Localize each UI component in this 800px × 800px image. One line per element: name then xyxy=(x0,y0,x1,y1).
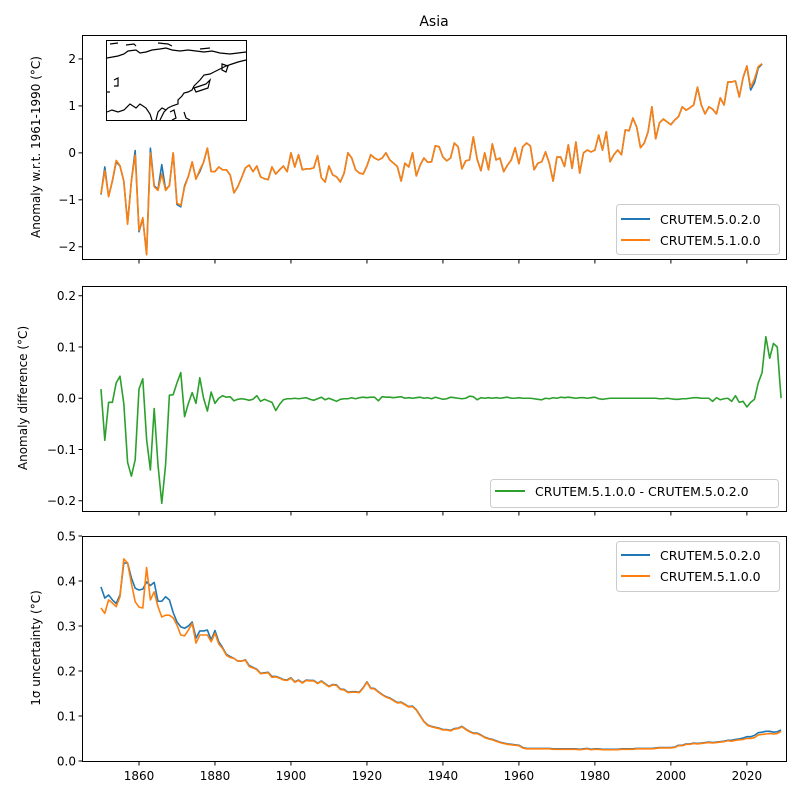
legend-label-crutem5100: CRUTEM.5.1.0.0 xyxy=(660,569,761,584)
y-tick-label: −0.1 xyxy=(47,443,76,457)
y-tick-label: 0.1 xyxy=(57,709,76,723)
y-tick-label: −1 xyxy=(58,193,76,207)
y-tick-label: 0.4 xyxy=(57,574,76,588)
legend-frame xyxy=(616,204,780,255)
y-tick-label: 0.1 xyxy=(57,340,76,354)
y-tick-label: 0.0 xyxy=(57,392,76,406)
legend-panel-3: CRUTEM.5.0.2.0 CRUTEM.5.1.0.0 xyxy=(616,541,780,592)
legend-frame xyxy=(616,541,780,592)
y-axis-label-anomaly: Anomaly w.r.t. 1961-1990 (°C) xyxy=(29,56,43,238)
series-line-uncertainty-crutem-5-1-0-0 xyxy=(100,558,782,751)
inset-map-asia xyxy=(106,40,247,121)
panel-uncertainty: 0.0 0.1 0.2 0.3 0.4 0.5 1860 1880 1900 1920 1940 19… xyxy=(57,529,787,783)
legend-panel-2: CRUTEM.5.1.0.0 - CRUTEM.5.0.2.0 xyxy=(490,479,779,508)
legend-label-crutem5100: CRUTEM.5.1.0.0 xyxy=(660,233,761,248)
x-tick-label: 1920 xyxy=(352,769,383,783)
y-axis-label-uncertainty: 1σ uncertainty (°C) xyxy=(29,590,43,706)
x-tick-label: 1980 xyxy=(580,769,611,783)
y-tick-label: 0.0 xyxy=(57,754,76,768)
y-tick-label: 0.5 xyxy=(57,529,76,543)
y-axis-label-difference: Anomaly difference (°C) xyxy=(16,326,30,470)
x-tick-label: 1960 xyxy=(504,769,535,783)
x-tick-label: 1900 xyxy=(276,769,307,783)
series-line-difference-crutem-5-1-0-0-crutem-5-0-2-0 xyxy=(100,335,782,505)
panel-anomaly: −2 −1 0 1 2 xyxy=(58,35,787,264)
x-tick-label: 2000 xyxy=(656,769,687,783)
y-tick-label: 1 xyxy=(68,99,76,113)
y-tick-label: 2 xyxy=(68,52,76,66)
legend-panel-1: CRUTEM.5.0.2.0 CRUTEM.5.1.0.0 xyxy=(616,204,780,255)
legend-label-crutem5020: CRUTEM.5.0.2.0 xyxy=(660,212,761,227)
axes-frame-difference xyxy=(82,286,787,512)
y-tick-label: 0.2 xyxy=(57,664,76,678)
chart-title: Asia xyxy=(419,14,448,30)
axes-frame-uncertainty xyxy=(82,536,787,762)
x-tick-label: 2020 xyxy=(732,769,763,783)
coastline-icon xyxy=(106,42,247,121)
series-line-anomaly-crutem-5-1-0-0 xyxy=(100,63,763,256)
legend-frame xyxy=(490,479,779,508)
x-tick-label: 1940 xyxy=(428,769,459,783)
panel-anomaly-difference: −0.2 −0.1 0.0 0.1 0.2 xyxy=(47,286,787,516)
y-tick-label: 0 xyxy=(68,146,76,160)
y-tick-label: 0.2 xyxy=(57,289,76,303)
legend-label-difference: CRUTEM.5.1.0.0 - CRUTEM.5.0.2.0 xyxy=(535,484,749,499)
inset-map-frame xyxy=(106,40,247,121)
y-tick-label: −0.2 xyxy=(47,494,76,508)
x-tick-label: 1880 xyxy=(200,769,231,783)
legend-label-crutem5020: CRUTEM.5.0.2.0 xyxy=(660,548,761,563)
x-tick-label: 1860 xyxy=(124,769,155,783)
y-tick-label: 0.3 xyxy=(57,619,76,633)
y-tick-label: −2 xyxy=(58,240,76,254)
axes-frame-anomaly xyxy=(82,35,787,260)
